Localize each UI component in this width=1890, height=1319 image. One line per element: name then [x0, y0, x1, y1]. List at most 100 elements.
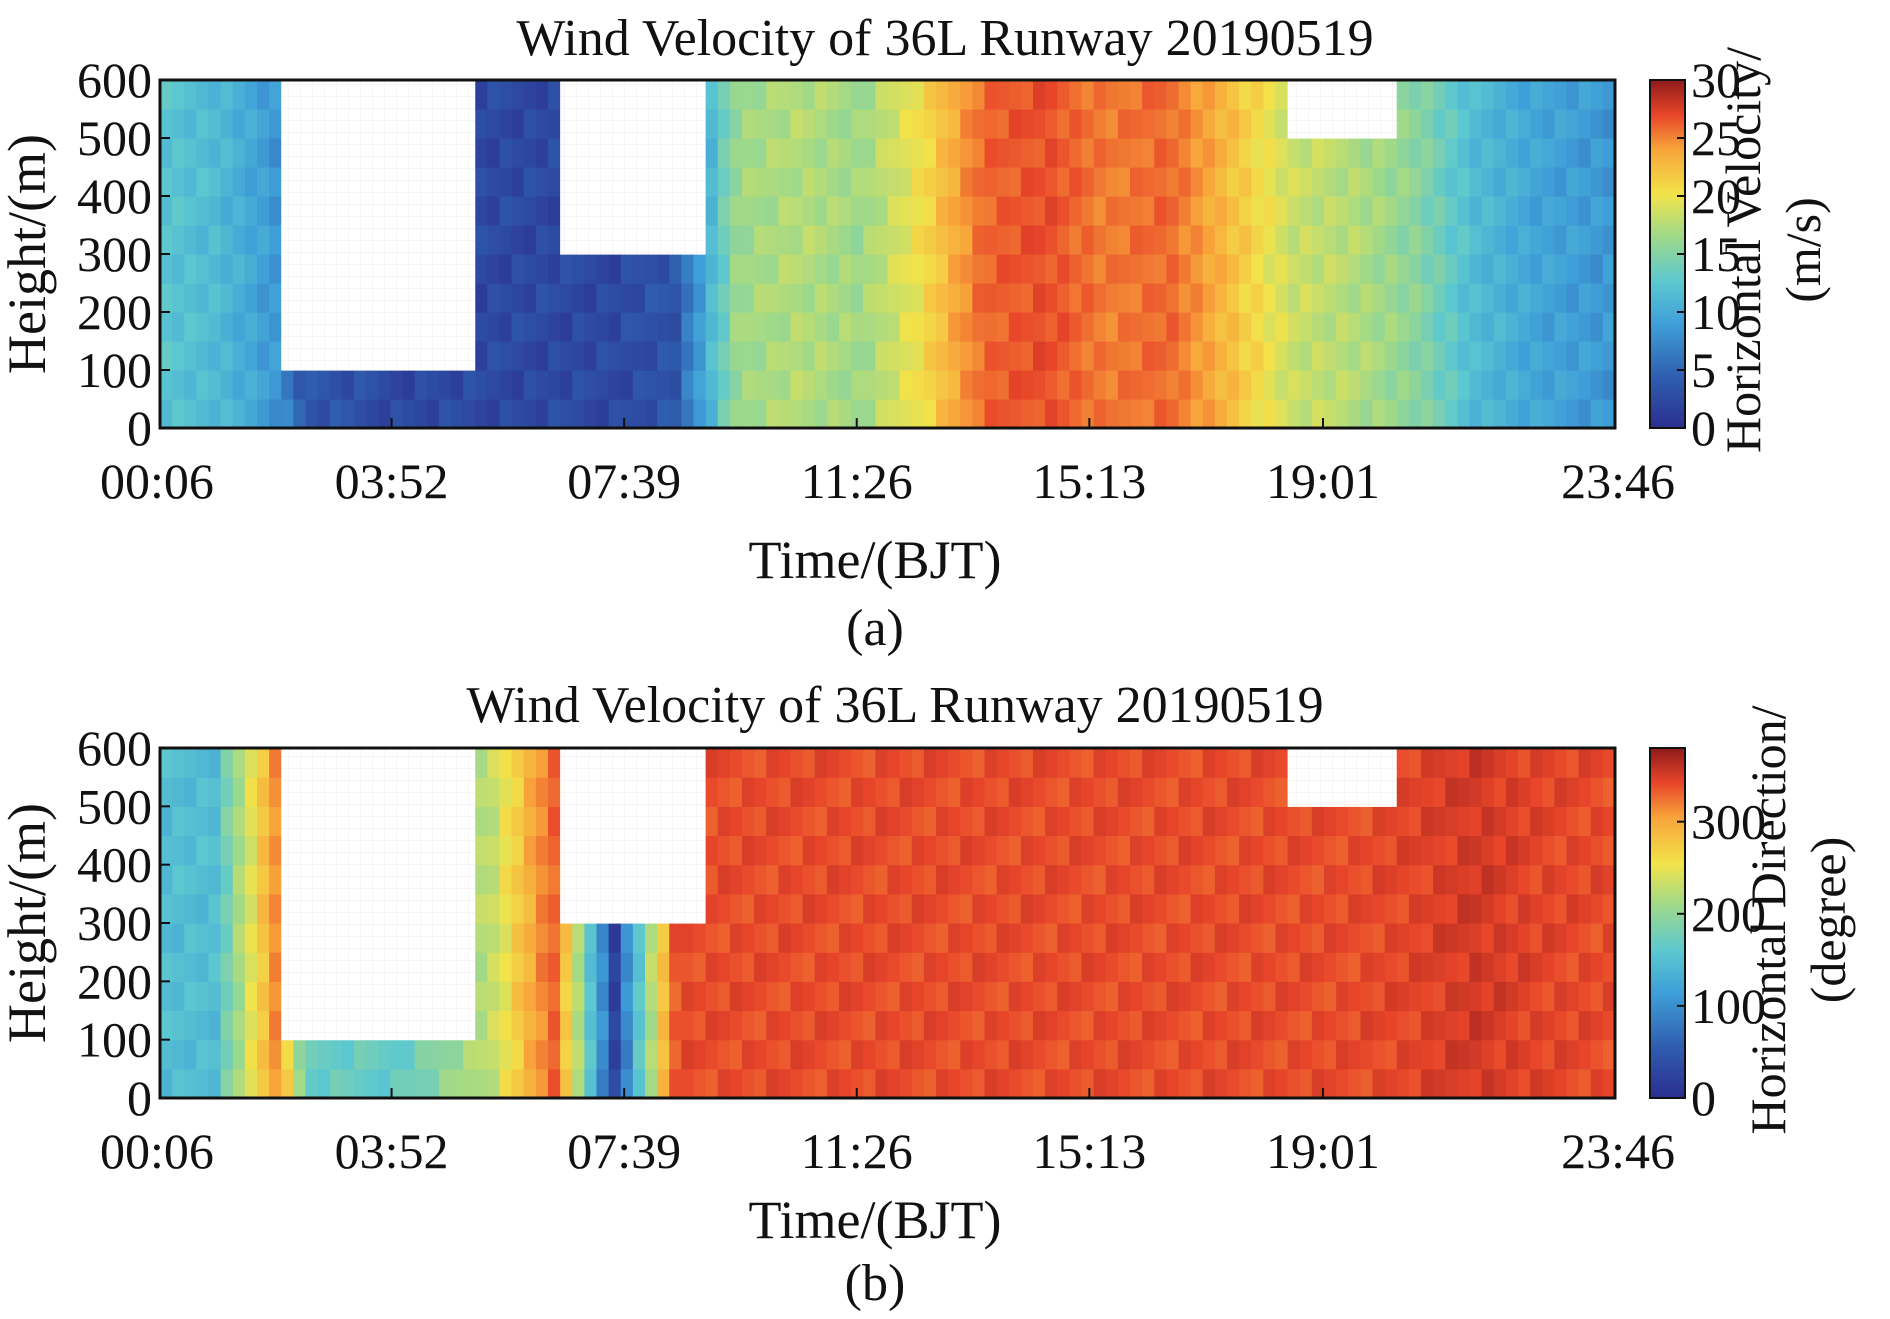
panel-a-heat-cell	[1421, 254, 1434, 284]
panel-a-heat-cell	[244, 370, 258, 400]
panel-a-heat-cell	[996, 312, 1010, 342]
panel-b-heat-cell	[1178, 864, 1192, 895]
panel-a-heat-cell	[281, 370, 294, 400]
panel-b-heat-cell	[535, 1039, 549, 1070]
panel-b-heat-cell	[329, 1010, 343, 1041]
panel-a-heat-cell	[1117, 254, 1131, 284]
panel-a-heat-cell	[232, 225, 246, 255]
panel-a-heat-cell	[1020, 399, 1034, 429]
panel-a-heat-cell	[1154, 370, 1167, 400]
panel-b-heat-cell	[1202, 835, 1216, 866]
panel-a-heat-cell	[1117, 341, 1131, 371]
panel-a-heat-cell	[875, 167, 889, 197]
panel-a-heat-cell	[1093, 341, 1107, 371]
panel-b-heat-cell	[426, 864, 440, 895]
panel-a-heat-cell	[851, 138, 864, 168]
panel-a-heat-cell	[220, 167, 234, 197]
panel-a-heat-cell	[354, 138, 367, 168]
panel-a-heat-cell	[1093, 167, 1107, 197]
panel-b-heat-cell	[160, 923, 173, 953]
panel-a-heat-cell	[596, 196, 610, 226]
panel-b-heat-cell	[887, 981, 901, 1012]
panel-b-heat-cell	[1008, 893, 1022, 924]
panel-b-heat-cell	[851, 777, 864, 807]
panel-b-heat-cell	[790, 1010, 804, 1041]
panel-b-heat-cell	[390, 923, 404, 953]
panel-a-heat-cell	[1433, 138, 1446, 168]
panel-a-heat-cell	[1493, 109, 1507, 139]
panel-b-heat-cell	[414, 1010, 428, 1041]
panel-b-heat-cell	[1505, 952, 1519, 982]
panel-a-heat-cell	[244, 138, 258, 168]
panel-b-heat-cell	[1251, 777, 1264, 807]
panel-b-heat-cell	[1348, 1010, 1361, 1041]
panel-b-heat-cell	[911, 981, 925, 1012]
panel-a-heat-cell	[414, 370, 428, 400]
panel-a-heat-cell	[1554, 109, 1568, 139]
panel-b-heat-cell	[378, 1068, 391, 1099]
panel-a-heat-cell	[499, 167, 513, 197]
panel-b-heat-cell	[378, 864, 391, 895]
panel-a-heat-cell	[826, 167, 840, 197]
panel-b-heat-cell	[1275, 777, 1289, 807]
panel-a-heat-cell	[1348, 138, 1361, 168]
panel-b-heat-cell	[305, 1039, 319, 1070]
panel-a-heat-cell	[1530, 312, 1543, 342]
panel-a-heat-cell	[911, 109, 925, 139]
panel-b-heat-cell	[548, 835, 561, 866]
panel-b-heat-cell	[936, 748, 949, 778]
panel-b-heat-cell	[1214, 835, 1228, 866]
panel-a-heat-cell	[366, 80, 379, 110]
panel-a-heat-cell	[620, 196, 634, 226]
panel-a-heat-cell	[1542, 138, 1555, 168]
panel-b-heat-cell	[196, 748, 210, 778]
panel-a-y-tick-label: 0	[127, 400, 152, 456]
panel-a-heat-cell	[487, 196, 501, 226]
panel-a-heat-cell	[329, 399, 343, 429]
panel-a-heat-cell	[1542, 370, 1555, 400]
panel-b-heat-cell	[1287, 893, 1301, 924]
panel-a-heat-cell	[1093, 138, 1107, 168]
panel-b-heat-cell	[341, 835, 355, 866]
panel-b-heat-cell	[669, 864, 682, 895]
panel-a-heat-cell	[645, 196, 658, 226]
panel-a-heat-cell	[1360, 167, 1374, 197]
panel-a-heat-cell	[1518, 80, 1531, 110]
panel-b-heat-cell	[1360, 893, 1374, 924]
panel-b-heat-cell	[220, 777, 234, 807]
panel-b-heat-cell	[184, 864, 197, 895]
panel-b-heat-cell	[1372, 835, 1386, 866]
panel-a-heat-cell	[584, 312, 598, 342]
panel-a-heat-cell	[790, 80, 804, 110]
panel-b-heat-cell	[1408, 893, 1422, 924]
panel-b-heat-cell	[160, 1010, 173, 1041]
panel-b-heat-cell	[1421, 806, 1434, 837]
panel-b-heat-cell	[632, 864, 646, 895]
panel-a-heat-cell	[1154, 138, 1167, 168]
panel-a-heat-cell	[1033, 399, 1046, 429]
panel-a-heat-cell	[899, 254, 913, 284]
panel-a-heat-cell	[341, 399, 355, 429]
panel-b-heat-cell	[390, 1068, 404, 1099]
panel-a-heat-cell	[705, 109, 719, 139]
panel-a-heat-cell	[669, 399, 682, 429]
panel-a-heat-cell	[657, 341, 670, 371]
panel-a-heat-cell	[742, 225, 755, 255]
panel-a-heat-cell	[366, 254, 379, 284]
panel-a-heat-cell	[499, 399, 513, 429]
panel-b-heat-cell	[305, 923, 319, 953]
panel-a-heat-cell	[244, 225, 258, 255]
panel-a-heat-cell	[766, 283, 779, 313]
panel-a-heat-cell	[1433, 225, 1446, 255]
panel-b-heat-cell	[681, 981, 695, 1012]
panel-a-heat-cell	[972, 341, 986, 371]
panel-b-heat-cell	[742, 777, 755, 807]
panel-a-heat-cell	[438, 370, 452, 400]
panel-b-heat-cell	[390, 806, 404, 837]
panel-a-heat-cell	[608, 312, 622, 342]
panel-a-heat-cell	[1033, 109, 1046, 139]
panel-a-heat-cell	[984, 312, 998, 342]
panel-b-heat-cell	[1372, 981, 1386, 1012]
panel-b-heat-cell	[839, 952, 852, 982]
panel-b-heat-cell	[244, 981, 258, 1012]
